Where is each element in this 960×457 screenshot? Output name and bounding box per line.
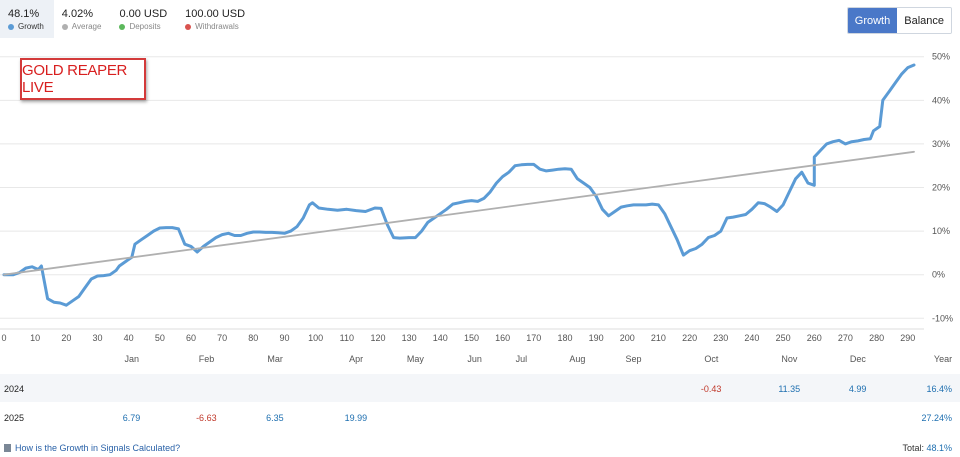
view-toggle: Growth Balance	[846, 7, 952, 34]
month-label: May	[407, 354, 425, 364]
x-tick-label: 150	[464, 333, 479, 343]
yearly-total-value: 16.4%	[926, 384, 952, 394]
stat-deposits[interactable]: 0.00 USD Deposits	[111, 0, 177, 38]
month-label: Jul	[516, 354, 528, 364]
stat-average-value: 4.02%	[61, 8, 93, 20]
y-tick-label: 10%	[932, 226, 950, 236]
stat-withdrawals-value: 100.00 USD	[185, 8, 246, 20]
monthly-growth-value: 11.35	[778, 384, 801, 394]
x-tick-label: 200	[620, 333, 635, 343]
year-label: 2025	[4, 413, 25, 423]
y-tick-label: 50%	[932, 52, 950, 62]
month-label: Aug	[569, 354, 585, 364]
x-tick-label: 20	[61, 333, 71, 343]
total-growth: Total: 48.1%	[902, 443, 952, 453]
x-tick-label: 50	[155, 333, 165, 343]
growth-chart: 50% 40% 30% 20% 10% 0% -10% 0 10 20 30 40 50 60 70 80 90…	[0, 52, 953, 364]
x-tick-label: 290	[900, 333, 915, 343]
x-tick-label: 180	[557, 333, 572, 343]
monthly-growth-value: 4.99	[848, 384, 867, 394]
average-series-line	[3, 150, 915, 276]
y-tick-label: 0%	[932, 270, 945, 280]
monthly-growth-value: 6.79	[122, 413, 141, 423]
month-label: Mar	[267, 354, 283, 364]
stat-deposits-value: 0.00 USD	[119, 8, 168, 20]
stat-growth-value: 48.1%	[8, 8, 40, 20]
withdrawals-dot-icon	[185, 23, 192, 30]
yearly-row-2025: 2025 6.79 -6.63 6.35 19.99 27.24%	[0, 403, 960, 431]
average-dot-icon	[61, 23, 68, 30]
monthly-growth-value: 19.99	[344, 413, 368, 423]
yearly-row-2024: 2024 -0.43 11.35 4.99 16.4%	[0, 374, 960, 402]
x-tick-label: 240	[744, 333, 759, 343]
growth-toggle-button[interactable]: Growth	[847, 8, 898, 33]
monthly-growth-value: -0.43	[700, 384, 722, 394]
stat-withdrawals-label: Withdrawals	[195, 22, 239, 31]
x-tick-label: 10	[30, 333, 40, 343]
x-tick-label: 80	[248, 333, 258, 343]
x-tick-label: 160	[495, 333, 510, 343]
y-tick-label: 20%	[932, 183, 950, 193]
total-value: 48.1%	[926, 443, 952, 453]
x-tick-label: 280	[869, 333, 884, 343]
growth-dot-icon	[8, 23, 14, 30]
x-tick-label: 70	[217, 333, 227, 343]
stat-growth-label: Growth	[18, 22, 44, 31]
total-label: Total:	[902, 443, 924, 453]
balance-toggle-button[interactable]: Balance	[897, 8, 951, 33]
stat-growth[interactable]: 48.1% Growth	[0, 0, 54, 38]
growth-calc-link-text: How is the Growth in Signals Calculated?	[15, 443, 181, 453]
stat-average[interactable]: 4.02% Average	[54, 0, 112, 38]
x-tick-label: 140	[433, 333, 448, 343]
x-tick-label: 170	[526, 333, 541, 343]
month-label: Sep	[626, 354, 642, 364]
x-tick-label: 230	[713, 333, 728, 343]
y-tick-label: -10%	[932, 313, 953, 323]
month-label: Oct	[704, 354, 719, 364]
year-label: 2024	[4, 384, 25, 394]
month-label: Apr	[349, 354, 363, 364]
stat-average-label: Average	[71, 22, 102, 31]
month-label: Jan	[125, 354, 140, 364]
x-tick-label: 60	[186, 333, 196, 343]
x-tick-label: 90	[279, 333, 289, 343]
x-tick-label: 120	[370, 333, 385, 343]
y-tick-label: 30%	[932, 139, 950, 149]
stats-strip: 48.1% Growth 4.02% Average 0.00 USD Depo…	[0, 0, 255, 38]
monthly-growth-value: -6.63	[196, 413, 217, 423]
x-tick-label: 0	[1, 333, 6, 343]
x-tick-label: 250	[776, 333, 791, 343]
x-tick-label: 100	[308, 333, 323, 343]
stat-withdrawals[interactable]: 100.00 USD Withdrawals	[177, 0, 255, 38]
y-tick-label: 40%	[932, 95, 950, 105]
month-label: Jun	[467, 354, 482, 364]
growth-calc-link[interactable]: How is the Growth in Signals Calculated?	[4, 443, 180, 453]
x-tick-label: 210	[651, 333, 666, 343]
x-tick-label: 30	[92, 333, 102, 343]
year-column-label: Year	[934, 354, 952, 364]
x-tick-label: 40	[124, 333, 134, 343]
monthly-growth-value: 6.35	[266, 413, 284, 423]
x-tick-label: 190	[589, 333, 604, 343]
growth-series-line	[2, 63, 916, 307]
deposits-dot-icon	[119, 23, 126, 30]
x-tick-label: 130	[402, 333, 417, 343]
x-tick-label: 110	[340, 333, 354, 343]
signal-name-stamp: GOLD REAPER LIVE	[20, 58, 146, 100]
month-label: Nov	[781, 354, 798, 364]
x-tick-label: 220	[682, 333, 697, 343]
x-tick-label: 260	[807, 333, 822, 343]
month-label: Dec	[850, 354, 867, 364]
x-tick-label: 270	[838, 333, 853, 343]
document-icon	[4, 444, 11, 452]
stat-deposits-label: Deposits	[129, 22, 161, 31]
month-label: Feb	[199, 354, 215, 364]
yearly-total-value: 27.24%	[921, 413, 952, 423]
